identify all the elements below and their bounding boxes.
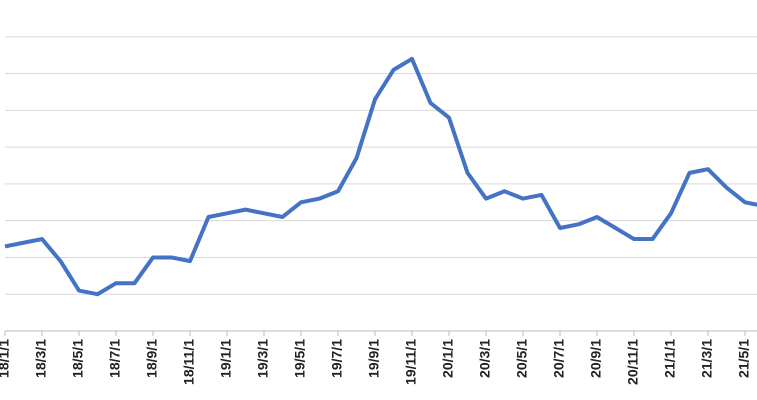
x-tick-label: 20/11/1: [625, 339, 641, 385]
x-tick-label: 19/5/1: [292, 339, 308, 378]
x-tick-label: 19/3/1: [255, 339, 271, 378]
data-line: [4, 56, 757, 297]
x-tick-label: 21/3/1: [699, 339, 715, 378]
x-tick-label: 20/3/1: [477, 339, 493, 378]
x-tick-label: 21/1/1: [662, 339, 678, 378]
x-tick-label: 19/1/1: [218, 339, 234, 378]
x-tick-label: 20/1/1: [440, 339, 456, 378]
x-tick-label: 20/9/1: [588, 339, 604, 378]
x-tick-label: 21/5/1: [736, 339, 752, 378]
x-tick-label: 20/5/1: [514, 339, 530, 378]
x-tick-label: 18/5/1: [70, 339, 86, 378]
x-tick-label: 19/7/1: [329, 339, 345, 378]
x-tick-label: 18/11/1: [181, 339, 197, 385]
x-tick-label: 18/1/1: [0, 339, 12, 378]
x-tick-label: 19/11/1: [403, 339, 419, 385]
x-tick-label: 18/7/1: [107, 339, 123, 378]
x-tick-label: 18/3/1: [33, 339, 49, 378]
x-tick-label: 20/7/1: [551, 339, 567, 378]
x-tick-label: 18/9/1: [144, 339, 160, 378]
x-tick-label: 19/9/1: [366, 339, 382, 378]
